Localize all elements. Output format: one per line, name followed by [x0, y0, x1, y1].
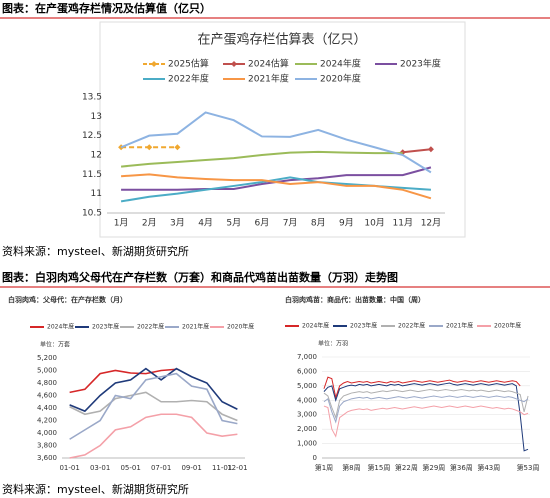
x-tick-label: 12-01	[227, 464, 247, 472]
legend-label: 2025估算	[168, 58, 209, 70]
source: 资料来源：mysteel、新湖期货研究所	[2, 482, 189, 496]
series-line	[69, 413, 238, 459]
y-tick-label: 13.5	[82, 93, 102, 103]
y-tick-label: 12.5	[82, 131, 102, 141]
x-tick-label: 07-01	[151, 464, 171, 472]
series-line	[402, 148, 432, 154]
legend-label: 2023年度	[350, 322, 377, 330]
y-tick-label: 11.5	[82, 170, 102, 180]
x-tick-label: 9月	[339, 218, 354, 229]
legend-label: 2022年度	[168, 73, 209, 85]
x-tick-label: 第22周	[395, 463, 418, 472]
legend-label: 2022年度	[398, 322, 425, 330]
legend-label: 2023年度	[400, 58, 441, 70]
legend-marker	[151, 61, 157, 67]
x-tick-label: 4月	[198, 218, 213, 229]
legend-label: 2022年度	[137, 323, 164, 331]
x-tick-label: 5月	[226, 218, 241, 229]
y-tick-label: 3,800	[37, 442, 57, 450]
series-line	[69, 367, 238, 413]
chart-title: 白羽肉鸡苗：商品代：出苗数量：中国（周）	[285, 295, 425, 304]
x-tick-label: 05-01	[120, 464, 140, 472]
y-tick-label: 3,600	[37, 454, 57, 462]
y-tick-label: 4,800	[37, 379, 57, 387]
chart-frame	[99, 21, 466, 238]
y-tick-label: 0	[313, 454, 317, 462]
y-tick-label: 2,000	[297, 425, 317, 433]
x-tick-label: 第29周	[422, 463, 445, 472]
y-tick-label: 4,200	[37, 417, 57, 425]
unit-label: 单位：万套	[40, 341, 70, 349]
y-tick-label: 11	[91, 189, 102, 199]
point	[174, 144, 181, 151]
x-tick-label: 01-01	[59, 464, 79, 472]
y-tick-label: 1,000	[297, 440, 317, 448]
series-line	[69, 368, 177, 394]
y-tick-label: 13	[91, 112, 102, 122]
x-tick-label: 09-01	[181, 464, 201, 472]
y-tick-label: 6,000	[297, 367, 317, 375]
y-tick-label: 4,000	[297, 396, 317, 404]
y-tick-label: 5,000	[37, 367, 57, 375]
series-line	[323, 388, 529, 420]
x-tick-label: 11-01	[212, 464, 232, 472]
x-tick-label: 第8周	[342, 463, 360, 472]
series-line	[323, 395, 529, 424]
x-tick-label: 10月	[364, 218, 384, 229]
legend-label: 2021年度	[182, 323, 209, 331]
x-tick-label: 第36周	[450, 463, 473, 472]
x-tick-label: 8月	[311, 218, 326, 229]
legend-label: 2023年度	[92, 323, 119, 331]
y-tick-label: 3,000	[297, 411, 317, 419]
x-tick-label: 第43周	[477, 463, 500, 472]
series-line	[323, 376, 521, 400]
series-line	[323, 405, 529, 438]
x-tick-label: 11月	[393, 218, 413, 229]
legend-label: 2024年度	[320, 58, 361, 70]
x-tick-label: 1月	[114, 218, 129, 229]
series-line	[323, 382, 529, 452]
series-line	[120, 150, 403, 168]
y-tick-label: 5,200	[37, 354, 57, 362]
point	[146, 144, 153, 151]
legend-marker	[231, 61, 237, 67]
legend-label: 2020年度	[494, 322, 521, 330]
x-tick-label: 第1周	[315, 463, 333, 472]
x-tick-label: 3月	[170, 218, 185, 229]
y-tick-label: 5,000	[297, 382, 317, 390]
x-tick-label: 2月	[142, 218, 157, 229]
source: 资料来源：mysteel、新湖期货研究所	[2, 244, 189, 258]
y-tick-label: 10.5	[82, 209, 102, 219]
point	[427, 146, 434, 153]
x-tick-label: 6月	[255, 218, 270, 229]
legend-label: 2021年度	[446, 322, 473, 330]
x-tick-label: 03-01	[90, 464, 110, 472]
series-line	[69, 372, 238, 440]
legend-label: 2024年度	[47, 323, 74, 331]
x-tick-label: 7月	[283, 218, 298, 229]
caption: 图表：在产蛋鸡存栏情况及估算值（亿只）	[2, 1, 211, 15]
x-tick-label: 12月	[421, 218, 441, 229]
caption: 图表：白羽肉鸡父母代在产存栏数（万套）和商品代鸡苗出苗数量（万羽）走势图	[2, 270, 398, 284]
x-tick-label: 第53周	[517, 463, 540, 472]
legend-label: 2020年度	[320, 73, 361, 85]
series-line	[120, 111, 432, 174]
y-tick-label: 12	[91, 151, 102, 161]
unit-label: 单位：万羽	[318, 340, 348, 348]
legend-label: 2020年度	[227, 323, 254, 331]
series-line	[121, 173, 432, 200]
y-tick-label: 7,000	[297, 353, 317, 361]
chart-title: 白羽肉鸡：父母代：在产存栏数（月）	[8, 295, 127, 304]
y-tick-label: 4,000	[37, 429, 57, 437]
legend-label: 2024估算	[248, 58, 289, 70]
legend-label: 2024年度	[302, 322, 329, 330]
y-tick-label: 4,400	[37, 404, 57, 412]
x-tick-label: 第15周	[367, 463, 390, 472]
chart-title: 在产蛋鸡存栏估算表（亿只）	[197, 32, 366, 48]
y-tick-label: 4,600	[37, 392, 57, 400]
legend-label: 2021年度	[248, 73, 289, 85]
series-line	[69, 391, 238, 422]
